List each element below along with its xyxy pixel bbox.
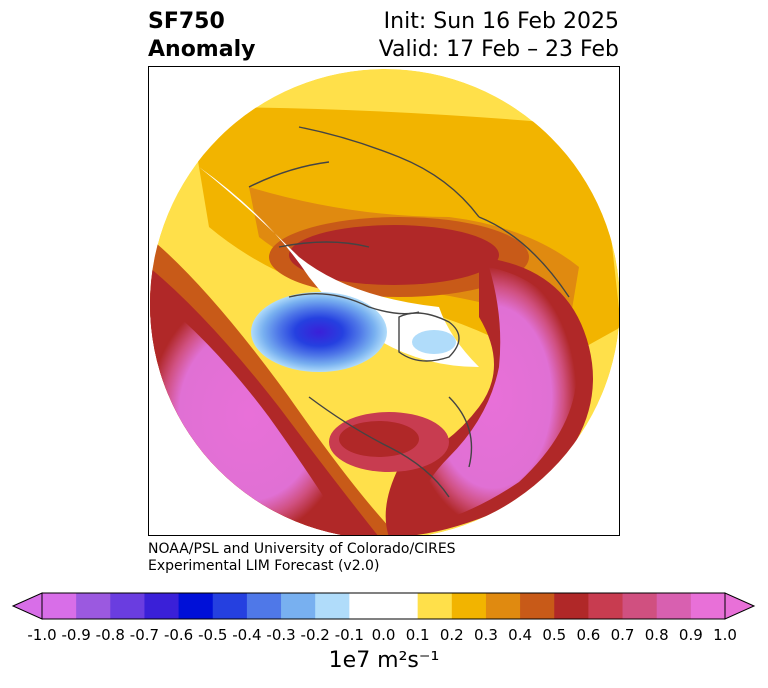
colorbar-cell — [212, 593, 248, 619]
colorbar-cell — [110, 593, 145, 619]
colorbar-ticks: -1.0 -0.9 -0.8 -0.7 -0.6 -0.5 -0.4 -0.3 -0.2 -0.1… — [0, 626, 768, 646]
credit-text: NOAA/PSL and University of Colorado/CIRE… — [148, 541, 456, 575]
colorbar-cell — [690, 593, 726, 619]
colorbar-tick-label: 0.5 — [542, 626, 567, 644]
colorbar-cell — [485, 593, 521, 619]
colorbar-cell — [383, 593, 419, 619]
valid-range: Valid: 17 Feb – 23 Feb — [378, 37, 619, 62]
colorbar-cell — [349, 593, 384, 619]
plot-title-left: SF750 Anomaly — [148, 8, 255, 64]
colorbar-cell — [281, 593, 316, 619]
colorbar-cell — [451, 593, 487, 619]
colorbar-tick-label: 0.6 — [576, 626, 601, 644]
colorbar-tick-label: 0.1 — [405, 626, 430, 644]
colorbar-tick-label: 0.7 — [610, 626, 635, 644]
credit-line-1: NOAA/PSL and University of Colorado/CIRE… — [148, 541, 456, 557]
colorbar-tick-label: -0.2 — [300, 626, 330, 644]
map-panel — [148, 66, 620, 536]
colorbar-cell — [656, 593, 692, 619]
colorbar-tick-label: -0.6 — [163, 626, 194, 644]
colorbar-cell — [315, 593, 350, 619]
colorbar-tick-label: 0.2 — [439, 626, 464, 644]
colorbar-cell — [246, 593, 282, 619]
colorbar-cell — [588, 593, 624, 619]
colorbar-tick-label: 0.8 — [644, 626, 669, 644]
colorbar-units: 1e7 m²s⁻¹ — [328, 648, 440, 673]
colorbar-cell — [178, 593, 214, 619]
variable-label: SF750 — [148, 9, 225, 34]
colorbar-tick-label: -0.8 — [95, 626, 125, 644]
colorbar-cell — [417, 593, 453, 619]
colorbar-cell — [42, 593, 77, 619]
colorbar-high-extend — [724, 592, 756, 620]
colorbar-tick-label: 0.9 — [678, 626, 703, 644]
colorbar-cell — [622, 593, 658, 619]
coastlines — [248, 126, 570, 498]
anomaly-label: Anomaly — [148, 37, 256, 62]
anomaly-map — [150, 69, 619, 535]
colorbar-low-extend — [11, 592, 43, 620]
colorbar-tick-label: 0.4 — [508, 626, 533, 644]
colorbar — [11, 592, 756, 620]
colorbar-tick-label: 1.0 — [713, 626, 737, 644]
colorbar-tick-label: -1.0 — [27, 626, 57, 644]
colorbar-cell — [76, 593, 111, 619]
colorbar-tick-label: -0.3 — [266, 626, 296, 644]
colorbar-tick-label: 0.3 — [474, 626, 498, 644]
colorbar-tick-label: -0.4 — [232, 626, 262, 644]
colorbar-cell — [554, 593, 589, 619]
contour-fill — [150, 69, 619, 535]
plot-title-right: Init: Sun 16 Feb 2025 Valid: 17 Feb – 23… — [379, 8, 619, 64]
colorbar-tick-label: -0.5 — [198, 626, 228, 644]
init-date: Init: Sun 16 Feb 2025 — [383, 9, 619, 34]
colorbar-tick-label: -0.1 — [334, 626, 364, 644]
colorbar-tick-label: 0.0 — [371, 626, 396, 644]
colorbar-tick-label: -0.7 — [129, 626, 160, 644]
credit-line-2: Experimental LIM Forecast (v2.0) — [148, 558, 380, 574]
colorbar-cell — [144, 593, 180, 619]
colorbar-outline — [41, 592, 726, 620]
colorbar-tick-label: -0.9 — [61, 626, 91, 644]
colorbar-cell — [520, 593, 555, 619]
